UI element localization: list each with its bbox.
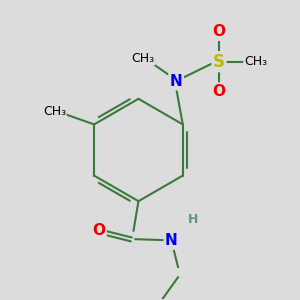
Text: CH₃: CH₃ (244, 55, 267, 68)
Text: O: O (213, 24, 226, 39)
Text: H: H (188, 213, 198, 226)
Text: N: N (165, 233, 178, 248)
Text: CH₃: CH₃ (43, 105, 66, 118)
Text: O: O (92, 224, 105, 238)
Text: S: S (213, 53, 225, 71)
Text: N: N (170, 74, 182, 89)
Text: O: O (213, 84, 226, 99)
Text: CH₃: CH₃ (132, 52, 155, 65)
